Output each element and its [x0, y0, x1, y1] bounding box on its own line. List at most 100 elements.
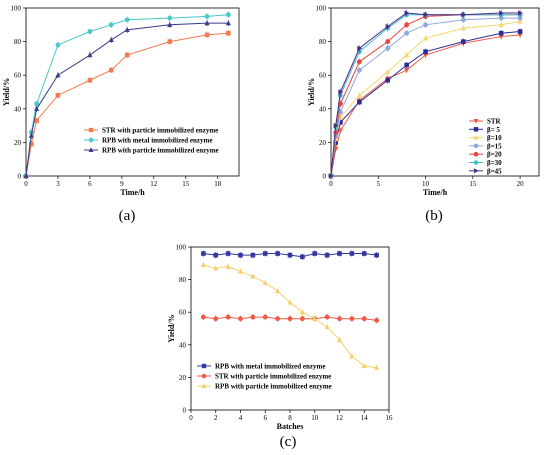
x-tick-label: 0: [24, 180, 28, 188]
data-point: [225, 251, 231, 256]
data-point: [374, 317, 380, 323]
x-tick-label: 16: [386, 414, 394, 422]
data-point: [28, 132, 34, 138]
series-line: [330, 12, 521, 177]
series-3: [23, 19, 231, 180]
series-line: [330, 34, 521, 177]
legend-entry: β=10: [487, 134, 502, 142]
x-tick-label: 18: [214, 180, 222, 188]
data-point: [356, 92, 363, 98]
legend-entry: STR: [487, 118, 502, 126]
data-point: [108, 67, 114, 73]
x-tick-label: 8: [288, 414, 292, 422]
data-point: [498, 22, 504, 27]
data-point: [204, 13, 210, 19]
data-point: [34, 101, 40, 107]
data-point: [336, 337, 343, 342]
data-point: [385, 77, 391, 83]
x-axis-label: Batches: [277, 422, 304, 431]
data-point: [404, 22, 410, 28]
y-tick-label: 20: [14, 139, 22, 147]
data-point: [29, 141, 34, 147]
legend-entry: RPB with particle immobilized enzyme: [215, 383, 332, 391]
data-point: [373, 364, 380, 370]
data-point: [34, 118, 39, 123]
data-point: [225, 12, 231, 18]
data-point: [237, 268, 244, 274]
data-point: [337, 316, 342, 322]
legend: RPB with metal immobilized enzyme STR wit…: [197, 363, 332, 391]
series-3: [200, 261, 380, 371]
data-point: [55, 72, 61, 78]
data-point: [324, 324, 330, 329]
data-point: [356, 67, 362, 73]
data-point: [87, 29, 93, 34]
panel-label: (c): [280, 434, 297, 450]
data-point: [55, 42, 61, 48]
data-point: [250, 314, 256, 320]
y-tick-label: 100: [316, 5, 327, 13]
data-point: [403, 52, 410, 58]
y-tick-label: 0: [323, 173, 327, 181]
data-point: [357, 45, 363, 51]
x-tick-label: 0: [189, 414, 193, 422]
series-7: [328, 9, 523, 180]
y-tick-label: 40: [14, 105, 22, 113]
x-tick-label: 9: [120, 180, 124, 188]
y-tick-label: 40: [319, 105, 327, 113]
x-tick-label: 6: [88, 180, 92, 188]
legend-marker: [201, 383, 207, 388]
data-point: [422, 52, 429, 58]
data-point: [498, 30, 504, 36]
x-axis-label: Time/h: [423, 188, 448, 197]
data-point: [201, 251, 206, 256]
data-point: [299, 316, 305, 322]
data-point: [275, 251, 280, 256]
x-tick-label: 12: [336, 414, 344, 422]
data-point: [87, 52, 93, 58]
data-point: [403, 68, 410, 73]
y-tick-label: 80: [14, 38, 22, 46]
data-point: [225, 314, 231, 320]
series-2: [23, 11, 231, 180]
legend-marker: [473, 119, 479, 124]
data-point: [338, 119, 343, 125]
data-point: [404, 62, 409, 68]
panel-label: (a): [119, 208, 136, 224]
legend-marker: [201, 373, 207, 379]
data-point: [34, 106, 40, 111]
x-tick-label: 4: [239, 414, 243, 422]
chart-panel-1: 0 3 6 9 12 15 18 0 20 40 60 80 100 Time/h Yield/% STR w…: [2, 5, 240, 224]
data-point: [361, 251, 367, 256]
legend-marker: [201, 363, 207, 369]
x-tick-label: 0: [329, 180, 333, 188]
data-point: [349, 316, 355, 322]
y-tick-label: 80: [319, 38, 327, 46]
data-point: [357, 99, 362, 105]
data-point: [349, 251, 355, 256]
data-point: [517, 29, 523, 34]
data-point: [167, 15, 173, 21]
y-axis-label: Yield/%: [167, 314, 176, 342]
legend-marker: [473, 134, 479, 140]
data-point: [300, 254, 305, 260]
data-point: [262, 314, 268, 320]
data-point: [338, 89, 344, 95]
data-point: [385, 39, 391, 45]
series-line: [25, 22, 229, 177]
data-point: [356, 59, 362, 65]
x-axis-label: Time/h: [120, 188, 145, 197]
data-point: [324, 314, 330, 320]
y-tick-label: 100: [176, 244, 187, 252]
y-tick-label: 100: [11, 5, 22, 13]
legend-marker: [88, 147, 94, 152]
legend-marker: [473, 143, 479, 149]
data-point: [250, 252, 256, 258]
x-tick-label: 5: [377, 180, 381, 188]
y-tick-label: 20: [319, 139, 327, 147]
x-tick-label: 10: [311, 414, 319, 422]
data-point: [200, 314, 206, 320]
data-point: [337, 251, 342, 256]
data-point: [124, 17, 130, 23]
